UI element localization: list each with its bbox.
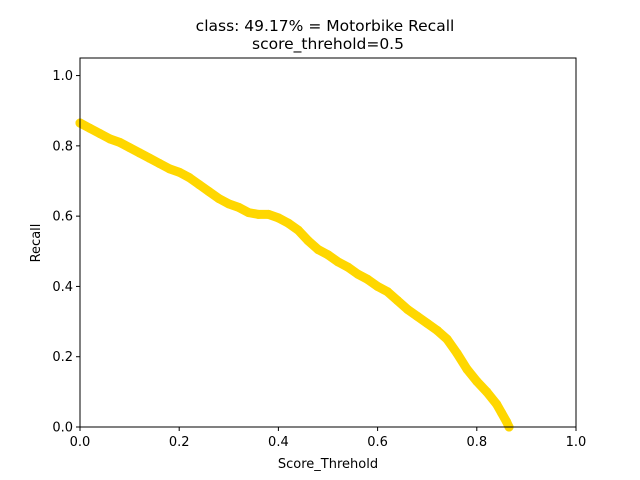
- chart-title-line2: score_threhold=0.5: [252, 35, 404, 54]
- recall-point: [263, 209, 273, 219]
- recall-point: [244, 208, 254, 218]
- recall-point: [125, 143, 135, 153]
- y-tick-label: 0.0: [52, 421, 73, 436]
- recall-point: [392, 295, 402, 305]
- recall-point: [204, 187, 214, 197]
- y-tick-label: 0.4: [52, 280, 73, 295]
- recall-point: [154, 158, 164, 168]
- y-tick-label: 0.2: [52, 350, 73, 365]
- x-tick-label: 0.2: [169, 435, 190, 450]
- recall-point: [482, 387, 492, 397]
- x-axis-ticks: 0.0 0.2 0.4 0.6 0.8 1.0: [70, 427, 587, 450]
- recall-point: [293, 225, 303, 235]
- recall-point: [353, 269, 363, 279]
- y-tick-label: 1.0: [52, 69, 73, 84]
- recall-point: [422, 318, 432, 328]
- recall-point: [343, 262, 353, 272]
- x-axis-label: Score_Threhold: [278, 457, 378, 472]
- plot-area: [75, 118, 514, 432]
- recall-point: [254, 209, 264, 219]
- recall-point: [442, 334, 452, 344]
- recall-point: [174, 167, 184, 177]
- recall-point: [383, 287, 393, 297]
- chart-title-line1: class: 49.17% = Motorbike Recall: [196, 17, 455, 35]
- recall-point: [164, 164, 174, 174]
- x-tick-label: 0.4: [268, 435, 289, 450]
- recall-point: [472, 376, 482, 386]
- recall-point: [224, 199, 234, 209]
- recall-point: [402, 304, 412, 314]
- axes-frame: [79, 57, 577, 428]
- y-tick-label: 0.6: [52, 210, 73, 225]
- recall-point: [323, 250, 333, 260]
- recall-point: [432, 325, 442, 335]
- x-tick-label: 1.0: [566, 435, 587, 450]
- recall-point: [194, 180, 204, 190]
- recall-point: [373, 281, 383, 291]
- x-tick-label: 0.0: [70, 435, 91, 450]
- x-tick-label: 0.6: [367, 435, 388, 450]
- recall-point: [313, 245, 323, 255]
- recall-line: [75, 118, 514, 432]
- recall-point: [303, 236, 313, 246]
- recall-point: [363, 274, 373, 284]
- recall-point: [452, 348, 462, 358]
- y-axis-label: Recall: [29, 224, 44, 263]
- recall-point: [135, 148, 145, 158]
- recall-point: [273, 213, 283, 223]
- recall-point: [234, 202, 244, 212]
- recall-point: [214, 194, 224, 204]
- recall-point: [333, 257, 343, 267]
- y-tick-label: 0.8: [52, 139, 73, 154]
- recall-point: [283, 218, 293, 228]
- recall-point: [497, 408, 507, 418]
- recall-point: [115, 137, 125, 147]
- x-tick-label: 0.8: [466, 435, 487, 450]
- recall-point: [105, 134, 115, 144]
- recall-point: [412, 311, 422, 321]
- recall-series: [75, 118, 514, 432]
- recall-point: [144, 153, 154, 163]
- recall-point: [184, 172, 194, 182]
- recall-point: [85, 123, 95, 133]
- y-axis-ticks: 0.0 0.2 0.4 0.6 0.8 1.0: [52, 69, 80, 436]
- recall-point: [95, 129, 105, 139]
- recall-point: [462, 364, 472, 374]
- recall-point: [492, 399, 502, 409]
